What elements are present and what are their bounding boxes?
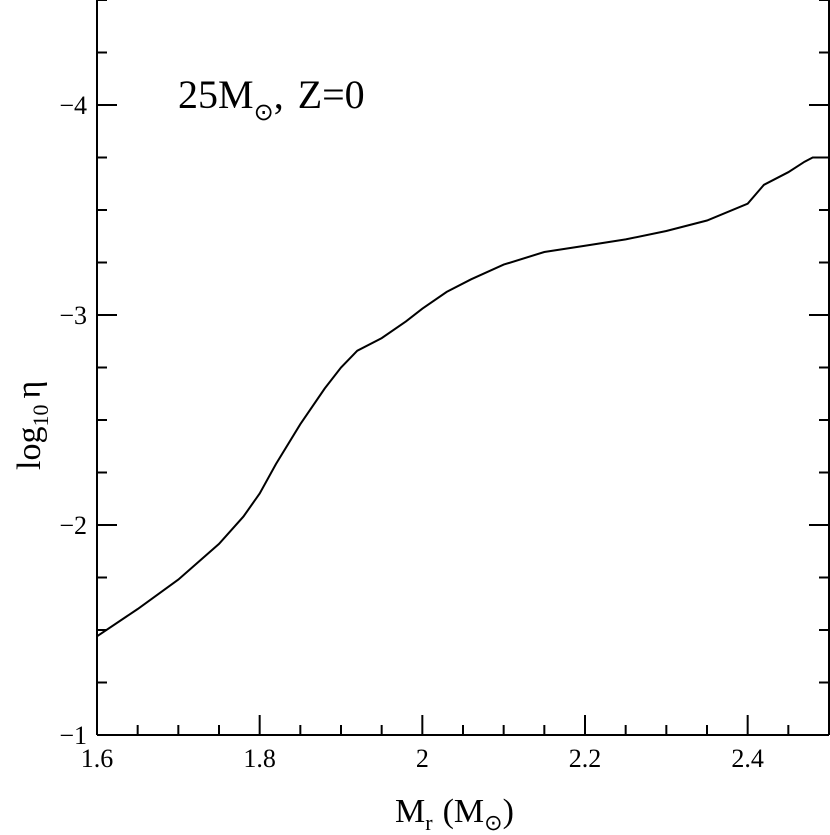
- y-tick-label: −3: [59, 301, 87, 330]
- x-tick-label: 2.2: [569, 744, 602, 773]
- axis-tick-labels: 1.6 1.8 2 2.2 2.4 −1 −2 −3 −4: [59, 91, 764, 773]
- y-axis-title: log10η: [11, 381, 53, 470]
- x-tick-label: 1.6: [81, 744, 114, 773]
- y-tick-label: −2: [59, 511, 87, 540]
- y-tick-label: −1: [59, 721, 87, 750]
- axis-ticks: [96, 0, 830, 736]
- x-tick-label: 2.4: [731, 744, 764, 773]
- x-tick-label: 1.8: [243, 744, 276, 773]
- y-tick-label: −4: [59, 91, 87, 120]
- x-tick-label: 2: [416, 744, 429, 773]
- chart-annotation: 25M⊙, Z=0: [178, 72, 365, 126]
- x-axis-title: Mr (M⊙): [395, 793, 514, 835]
- series-group: [96, 156, 829, 638]
- series-line: [96, 156, 829, 638]
